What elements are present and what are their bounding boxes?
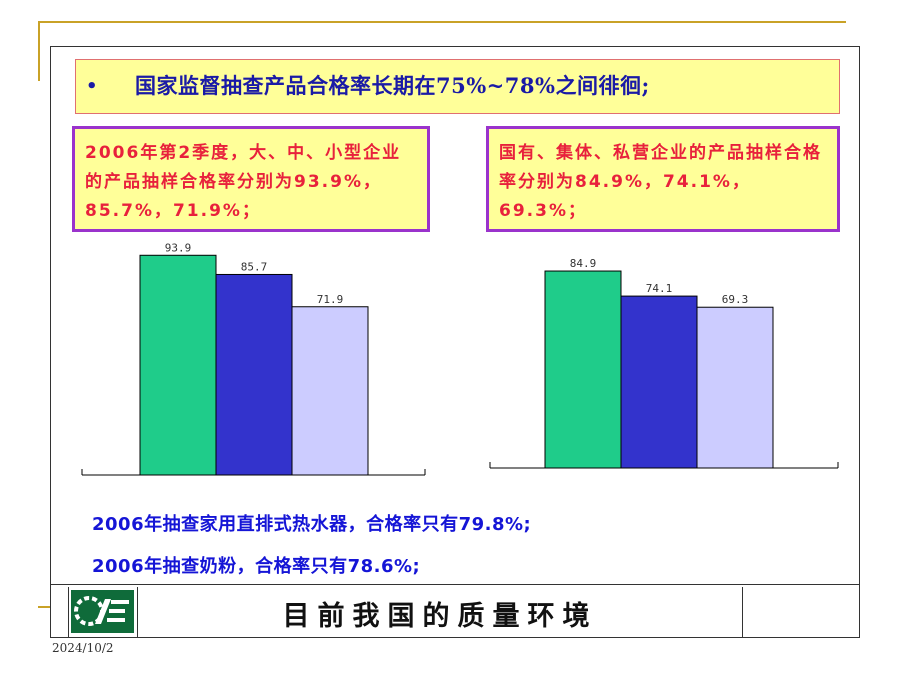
bar-value-label-2: 74.1 [646,282,673,295]
bar-value-label-1: 84.9 [570,257,597,270]
bar-1 [544,270,622,469]
slide-date: 2024/10/2 [52,641,114,655]
bar-1 [139,254,217,476]
footer-bar [50,584,860,638]
note-ownership-type: 国有、集体、私营企业的产品抽样合格率分别为84.9%，74.1%，69.3%； [486,126,840,232]
chart-enterprise-size: 93.9 85.7 71.9 [81,241,426,476]
bar-value-label-2: 85.7 [241,260,268,273]
bar-3 [291,306,369,476]
headline-text: 国家监督抽查产品合格率长期在75%~78%之间徘徊; [135,73,650,98]
stat-milk-powder: 2006年抽查奶粉，合格率只有78.6%; [92,556,421,577]
bar-value-label-3: 69.3 [722,293,749,306]
headline-box [75,59,840,114]
gold-rule-left [38,21,40,81]
bar-3 [696,306,774,469]
logo-cell [68,587,138,637]
bar-2 [620,295,698,469]
bar-2 [215,273,293,476]
chart-ownership-type: 84.9 74.1 69.3 [489,257,839,469]
bar-value-label-1: 93.9 [165,241,192,254]
footer-divider [742,587,743,637]
footer-title: 目前我国的质量环境 [282,601,598,632]
note-enterprise-size: 2006年第2季度，大、中、小型企业的产品抽样合格率分别为93.9%，85.7%… [72,126,430,232]
headline-bullet: • [86,76,98,97]
gold-rule-top [38,21,846,23]
bar-value-label-3: 71.9 [317,293,344,306]
stat-water-heater: 2006年抽查家用直排式热水器，合格率只有79.8%; [92,514,532,535]
company-logo-icon [71,590,134,633]
